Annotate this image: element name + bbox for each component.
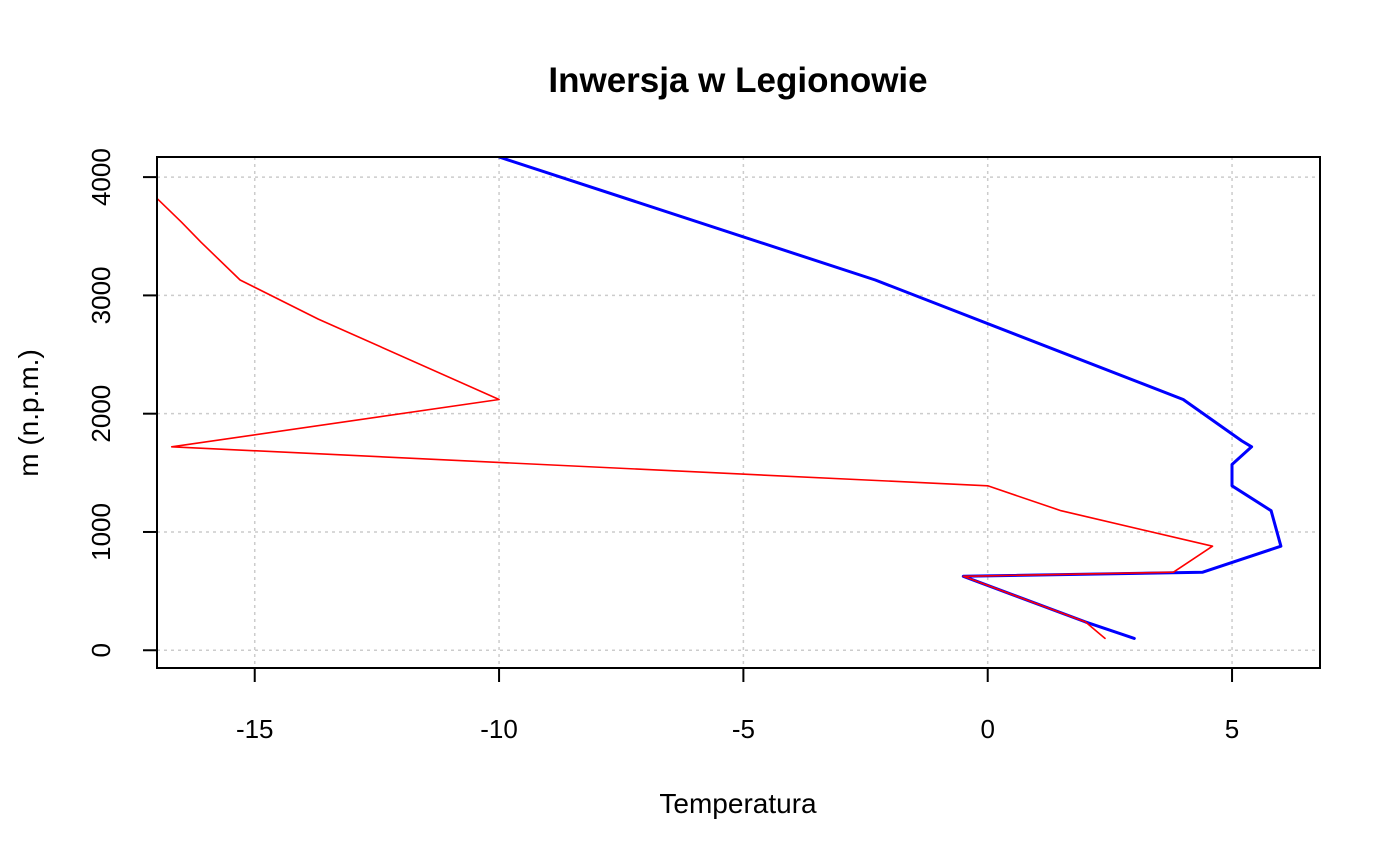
x-axis-label: Temperatura: [659, 788, 817, 819]
x-tick-label: -10: [480, 714, 518, 744]
x-tick-label: 5: [1225, 714, 1239, 744]
y-tick-label: 4000: [86, 148, 116, 206]
y-tick-label: 1000: [86, 503, 116, 561]
y-axis-label: m (n.p.m.): [13, 349, 44, 477]
y-tick-label: 0: [86, 643, 116, 657]
x-tick-label: -15: [236, 714, 274, 744]
y-axis: 0 1000 2000 3000 4000: [86, 148, 158, 657]
x-tick-label: -5: [732, 714, 755, 744]
y-tick-label: 3000: [86, 266, 116, 324]
chart-title: Inwersja w Legionowie: [548, 61, 927, 100]
series-lines: [157, 157, 1283, 640]
x-axis: -15 -10 -5 0 5: [236, 667, 1239, 744]
x-tick-label: 0: [980, 714, 994, 744]
series-line-1: [497, 157, 1283, 640]
plot-area-frame: [156, 156, 1321, 669]
y-tick-label: 2000: [86, 385, 116, 443]
grid-lines: [157, 157, 1320, 668]
series-line-2: [157, 197, 1214, 640]
